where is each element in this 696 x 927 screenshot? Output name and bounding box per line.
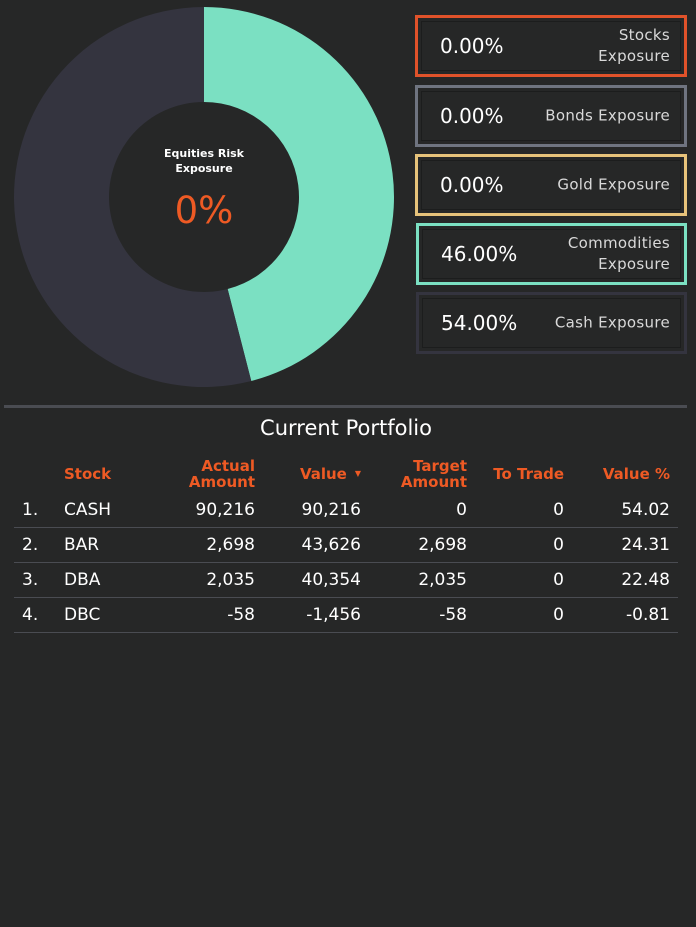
exposure-pct: 0.00%	[440, 173, 504, 197]
exposure-pct: 0.00%	[440, 104, 504, 128]
cell-stock: DBC	[64, 605, 101, 625]
cell-actual-amount: -58	[227, 605, 255, 625]
equities-risk-donut: Equities Risk Exposure 0%	[12, 5, 396, 389]
cell-to-trade: 0	[553, 570, 564, 590]
cell-value-pct: 24.31	[621, 535, 670, 555]
row-index: 1.	[22, 500, 39, 520]
cell-to-trade: 0	[553, 500, 564, 520]
donut-value: 0%	[174, 189, 234, 232]
cell-actual-amount: 90,216	[195, 500, 255, 520]
commodities-exposure-card[interactable]: 46.00% Commodities Exposure	[416, 223, 687, 285]
table-row[interactable]: 4. DBC -58 -1,456 -58 0 -0.81	[14, 598, 678, 633]
row-index: 4.	[22, 605, 39, 625]
cash-exposure-card[interactable]: 54.00% Cash Exposure	[416, 292, 687, 354]
section-divider	[4, 405, 687, 408]
cell-value-pct: 54.02	[621, 500, 670, 520]
table-header: Stock Actual Amount Value ▼ Target Amoun…	[14, 455, 678, 493]
cell-value: -1,456	[306, 605, 361, 625]
exposure-label: Stocks Exposure	[598, 26, 670, 65]
table-row[interactable]: 3. DBA 2,035 40,354 2,035 0 22.48	[14, 563, 678, 598]
exposure-label: Gold Exposure	[557, 175, 670, 194]
cell-value: 43,626	[301, 535, 361, 555]
portfolio-title: Current Portfolio	[260, 416, 432, 440]
header-stock[interactable]: Stock	[64, 465, 112, 483]
cell-to-trade: 0	[553, 535, 564, 555]
exposure-label: Commodities Exposure	[567, 234, 670, 273]
donut-center: Equities Risk Exposure 0%	[109, 102, 299, 292]
cell-value: 90,216	[301, 500, 361, 520]
cell-target-amount: 2,698	[418, 535, 467, 555]
cell-value-pct: -0.81	[626, 605, 670, 625]
cell-stock: BAR	[64, 535, 100, 555]
cell-target-amount: -58	[439, 605, 467, 625]
header-target-amount[interactable]: Target Amount	[400, 457, 467, 491]
cell-stock: DBA	[64, 570, 101, 590]
header-value[interactable]: Value ▼	[299, 465, 361, 483]
bonds-exposure-card[interactable]: 0.00% Bonds Exposure	[415, 85, 687, 147]
table-row[interactable]: 2. BAR 2,698 43,626 2,698 0 24.31	[14, 528, 678, 563]
sort-desc-icon[interactable]: ▼	[354, 469, 361, 478]
exposure-pct: 46.00%	[441, 242, 518, 266]
header-actual-amount[interactable]: Actual Amount	[188, 457, 255, 491]
donut-segment-commodities[interactable]	[204, 7, 395, 382]
donut-title: Equities Risk Exposure	[164, 147, 244, 175]
exposure-label: Cash Exposure	[554, 313, 670, 332]
gold-exposure-card[interactable]: 0.00% Gold Exposure	[415, 154, 687, 216]
cell-value-pct: 22.48	[621, 570, 670, 590]
header-to-trade[interactable]: To Trade	[493, 465, 564, 483]
exposure-pct: 0.00%	[440, 34, 504, 58]
cell-actual-amount: 2,035	[206, 570, 255, 590]
donut-chart-svg	[14, 7, 395, 387]
header-value-pct[interactable]: Value %	[602, 465, 670, 483]
cell-target-amount: 2,035	[418, 570, 467, 590]
table-row[interactable]: 1. CASH 90,216 90,216 0 0 54.02	[14, 493, 678, 528]
cell-target-amount: 0	[456, 500, 467, 520]
cell-actual-amount: 2,698	[206, 535, 255, 555]
row-index: 3.	[22, 570, 39, 590]
row-index: 2.	[22, 535, 39, 555]
portfolio-table: Stock Actual Amount Value ▼ Target Amoun…	[14, 455, 678, 633]
stocks-exposure-card[interactable]: 0.00% Stocks Exposure	[415, 15, 687, 77]
exposure-pct: 54.00%	[441, 311, 518, 335]
cell-stock: CASH	[64, 500, 112, 520]
cell-value: 40,354	[301, 570, 361, 590]
cell-to-trade: 0	[553, 605, 564, 625]
exposure-label: Bonds Exposure	[545, 106, 670, 125]
donut-segment-cash[interactable]	[14, 7, 252, 387]
